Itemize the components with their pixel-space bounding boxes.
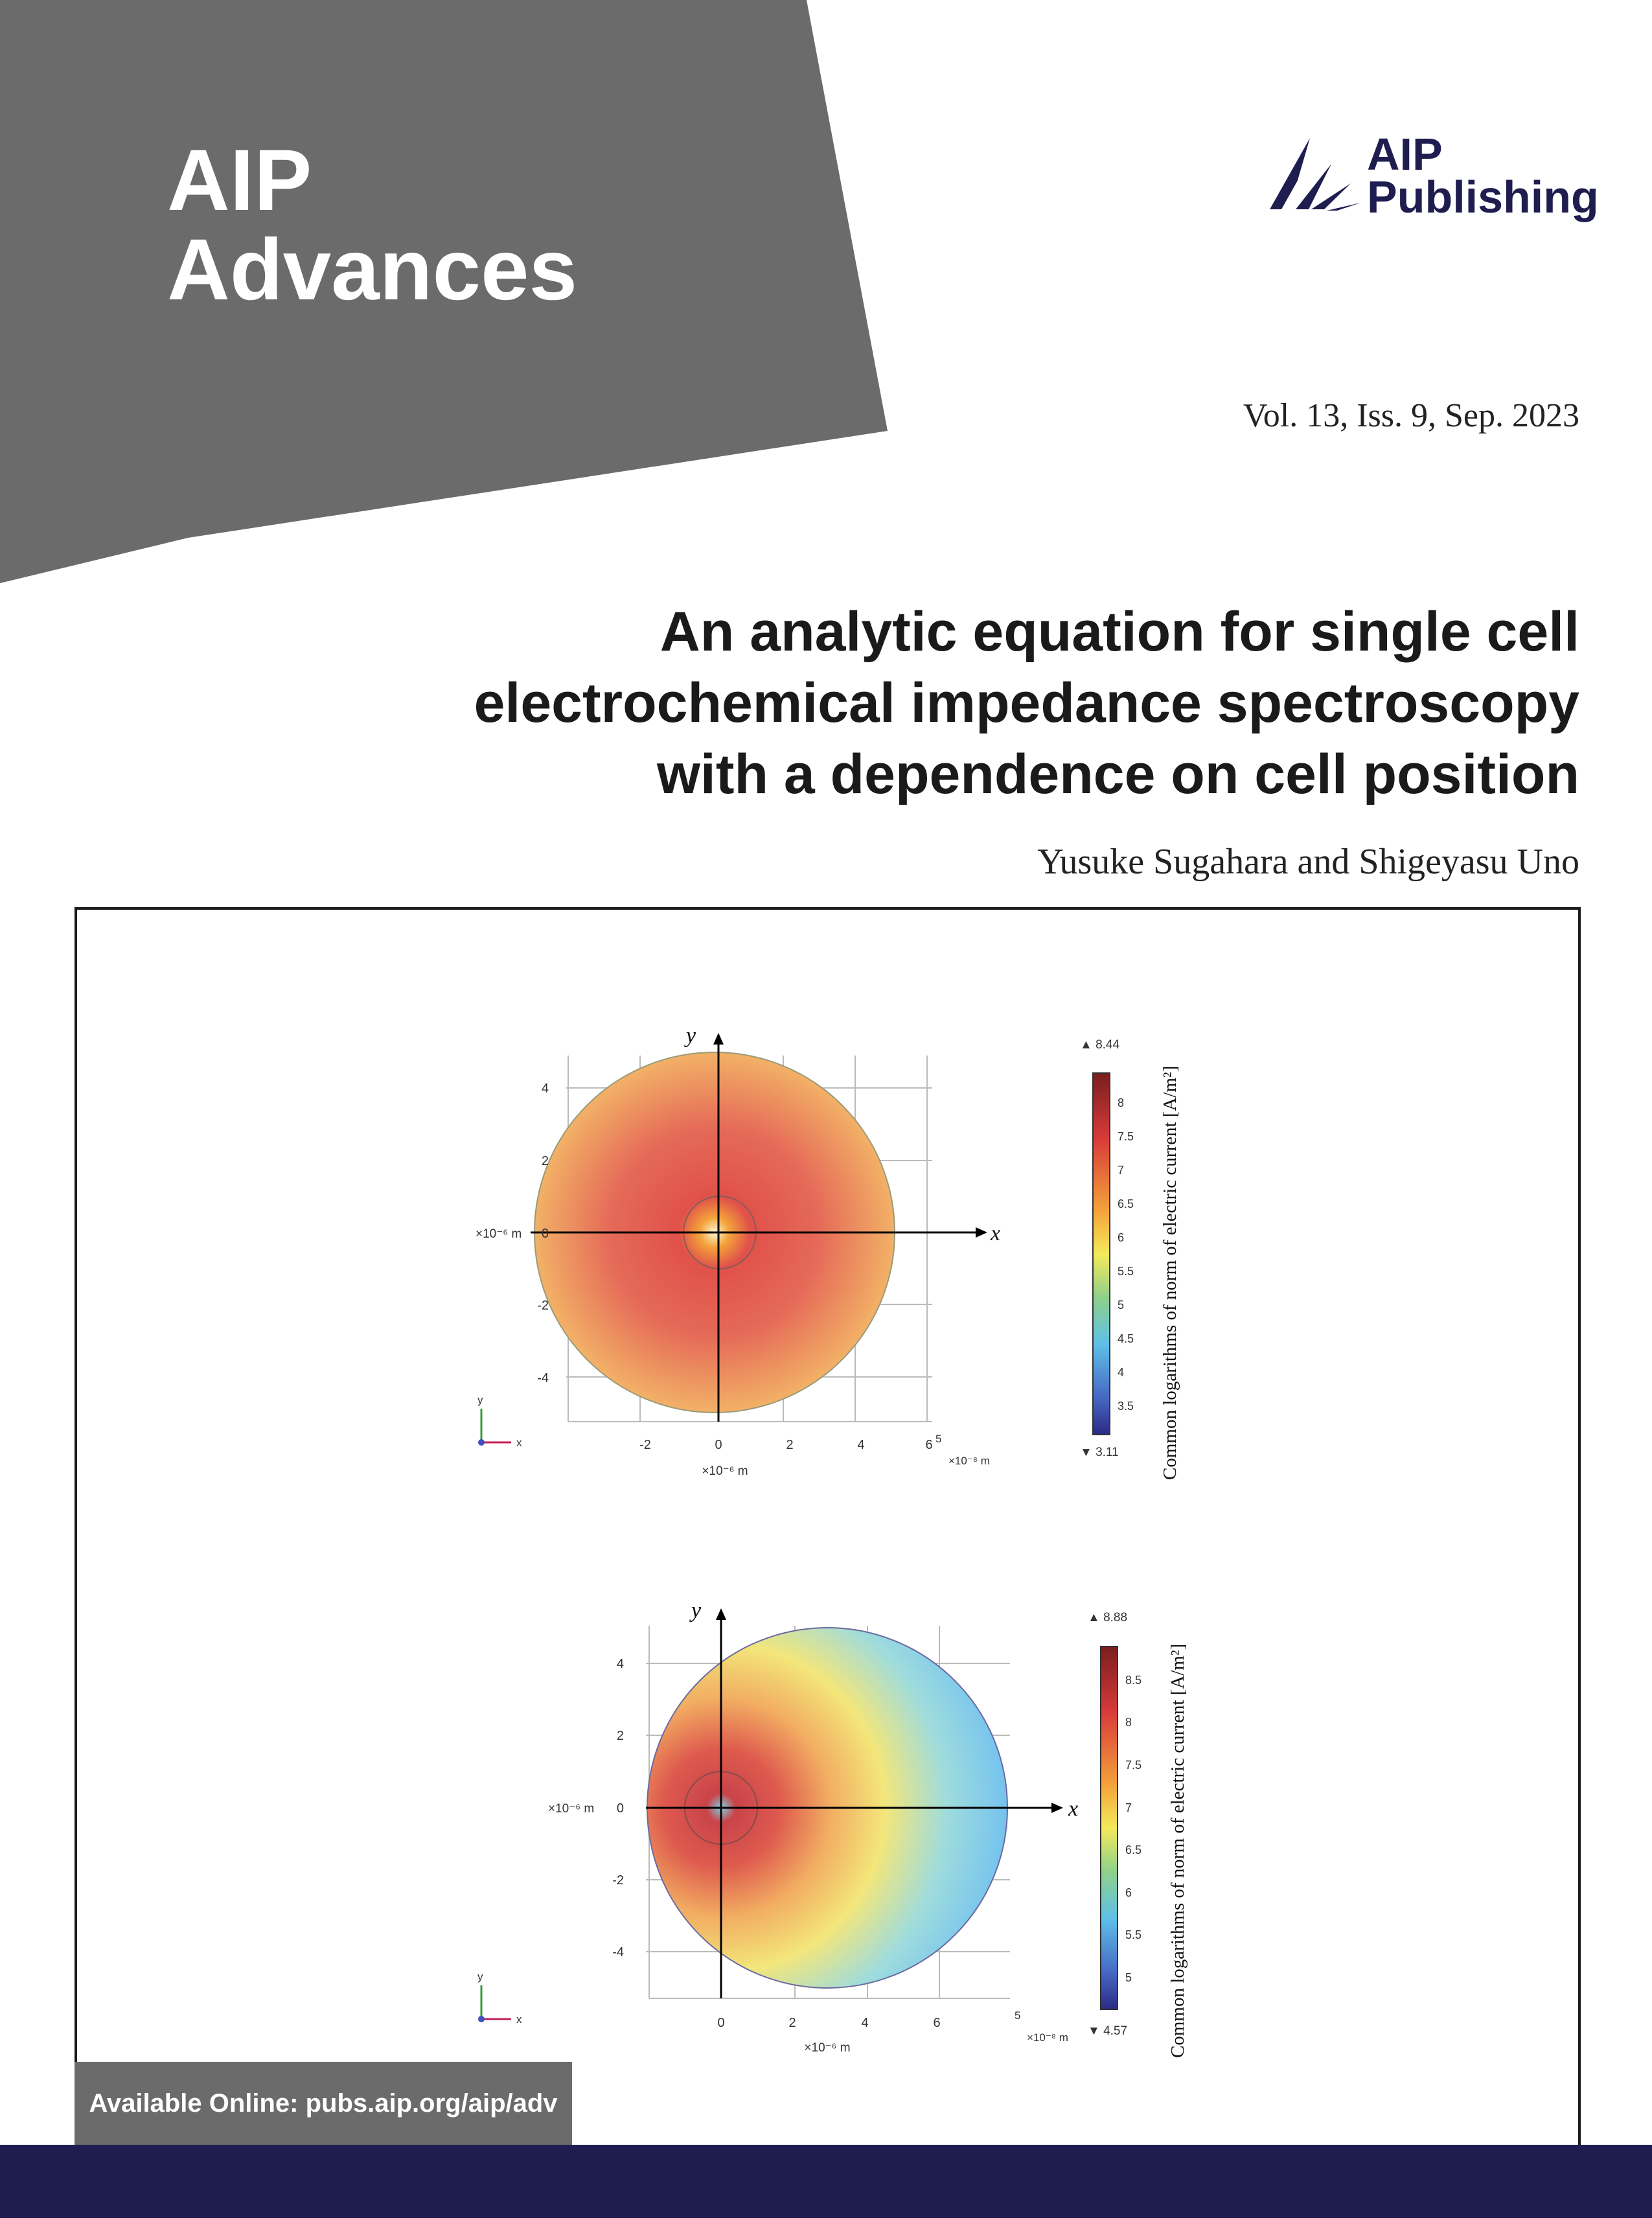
figure-1-y-tick: 0 [542, 1227, 549, 1241]
svg-text:x: x [516, 1437, 522, 1449]
figure-1-y-tick: -4 [537, 1371, 549, 1385]
svg-text:3.5: 3.5 [1118, 1400, 1134, 1413]
article-title-line3: with a dependence on cell position [657, 743, 1579, 805]
svg-text:6: 6 [1125, 1886, 1132, 1899]
figure-2-colorbar-ticks: 8.5 8 7.5 7 6.5 6 5.5 5 [1125, 1674, 1141, 1984]
figure-1-y-unit: ×10⁻⁶ m [476, 1227, 522, 1241]
svg-text:5.5: 5.5 [1125, 1928, 1141, 1941]
figure-2: y x 4 2 0 -2 -4 ×10⁻⁶ m 0 2 4 6 5 ×10⁻⁸ … [477, 1599, 1188, 2058]
figure-1-axes [531, 1043, 978, 1422]
authors: Yusuke Sugahara and Shigeyasu Uno [1037, 842, 1579, 882]
figure-2-colorbar-max: ▲ 8.88 [1088, 1611, 1127, 1624]
figure-1-y-axis-label: y [684, 1024, 696, 1048]
figure-2-colorbar-label: Common logarithms of norm of electric cu… [1167, 1644, 1188, 2058]
svg-text:8: 8 [1118, 1096, 1124, 1109]
svg-text:5: 5 [1118, 1299, 1124, 1311]
publisher-logo-mark-icon [1270, 138, 1360, 211]
figure-1-x-ticks: -2 0 2 4 6 [639, 1438, 932, 1452]
figure-1-y-ticks: 4 2 0 -2 -4 [537, 1081, 549, 1385]
figure-2-y-axis-label: y [689, 1599, 702, 1623]
svg-text:7.5: 7.5 [1125, 1759, 1141, 1772]
figure-2-axes [646, 1617, 1054, 1998]
figure-2-y-ticks: 4 2 0 -2 -4 [612, 1657, 624, 1959]
svg-text:7: 7 [1118, 1164, 1124, 1177]
figure-1-colorbar-label: Common logarithms of norm of electric cu… [1160, 1066, 1180, 1480]
figure-1-colorbar-ticks: 8 7.5 7 6.5 6 5.5 5 4.5 4 3.5 [1118, 1096, 1134, 1413]
figure-1-colorbar [1092, 1072, 1110, 1435]
publisher-logo: AIP Publishing [1270, 132, 1599, 224]
figure-2-x-axis-label: x [1068, 1797, 1078, 1821]
figure-2-x-arrow-icon [1051, 1803, 1063, 1813]
figure-2-corner-unit: ×10⁻⁸ m [1027, 2031, 1068, 2044]
journal-title: AIP Advances [167, 136, 577, 315]
figure-2-x-ticks: 0 2 4 6 [717, 2016, 940, 2030]
publisher-line2: Publishing [1367, 172, 1599, 222]
article-title-line1: An analytic equation for single cell [660, 601, 1579, 663]
figure-1-x-tick: 4 [857, 1438, 864, 1452]
figure-2-x-tick: 2 [788, 2016, 796, 2030]
figure-2-x-unit: ×10⁻⁶ m [804, 2041, 850, 2055]
figure-1-x-tick: 6 [925, 1438, 932, 1452]
publisher-line1: AIP [1367, 129, 1443, 179]
figure-2-x-tick: 4 [861, 2016, 868, 2030]
figure-2-x-tick: 6 [933, 2016, 940, 2030]
figure-1-colorbar-max: ▲ 8.44 [1080, 1038, 1119, 1052]
figure-canvas: y x 4 2 0 -2 -4 ×10⁻⁶ m -2 0 2 4 6 5 ×10… [476, 1024, 1188, 2058]
figure-1-x-unit: ×10⁻⁶ m [702, 1464, 748, 1478]
available-online-link[interactable]: Available Online: pubs.aip.org/aip/adv [75, 2062, 572, 2145]
svg-text:6: 6 [1118, 1231, 1124, 1244]
svg-text:6.5: 6.5 [1118, 1197, 1134, 1210]
svg-text:y: y [477, 1394, 483, 1406]
volume-issue: Vol. 13, Iss. 9, Sep. 2023 [1243, 397, 1579, 434]
figure-2-axis-triad-icon: y x [477, 1970, 522, 2026]
figure-1-x-tick: 0 [715, 1438, 722, 1452]
svg-text:7.5: 7.5 [1118, 1130, 1134, 1143]
svg-text:7: 7 [1125, 1801, 1132, 1814]
journal-title-line1: AIP [167, 132, 312, 229]
figure-2-y-tick: -4 [612, 1945, 624, 1959]
svg-text:4: 4 [1118, 1366, 1124, 1379]
article-title-line2: electrochemical impedance spectroscopy [474, 672, 1579, 734]
figure-1-axis-triad-icon: y x [477, 1394, 522, 1449]
svg-text:y: y [477, 1970, 483, 1983]
figure-1-y-arrow-icon [713, 1033, 724, 1045]
figure-1-y-tick: 4 [542, 1081, 549, 1096]
figure-1-x-arrow-icon [976, 1227, 987, 1238]
figure-2-y-tick: -2 [612, 1873, 624, 1888]
figure-panel: y x 4 2 0 -2 -4 ×10⁻⁶ m -2 0 2 4 6 5 ×10… [75, 907, 1581, 2147]
footer-bar [0, 2145, 1652, 2218]
figure-1-colorbar-min: ▼ 3.11 [1080, 1446, 1119, 1459]
figure-1: y x 4 2 0 -2 -4 ×10⁻⁶ m -2 0 2 4 6 5 ×10… [476, 1024, 1180, 1480]
figure-1-x-tick: -2 [639, 1438, 651, 1452]
svg-text:8: 8 [1125, 1716, 1132, 1729]
svg-text:4.5: 4.5 [1118, 1332, 1134, 1345]
figure-1-corner-unit: ×10⁻⁸ m [948, 1455, 990, 1467]
publisher-name: AIP Publishing [1367, 129, 1599, 222]
svg-text:5: 5 [1125, 1971, 1132, 1984]
figure-1-y-tick: -2 [537, 1299, 549, 1313]
figure-2-x-tick: 0 [717, 2016, 724, 2030]
figure-2-corner-exponent: 5 [1015, 2009, 1020, 2022]
figure-2-colorbar-min: ▼ 4.57 [1088, 2024, 1127, 2038]
figure-2-y-arrow-icon [716, 1608, 726, 1620]
figure-2-y-tick: 0 [617, 1801, 624, 1816]
figure-1-corner-exponent: 5 [935, 1433, 941, 1445]
svg-text:5.5: 5.5 [1118, 1265, 1134, 1278]
svg-text:x: x [516, 2013, 522, 2026]
figure-1-x-axis-label: x [990, 1221, 1000, 1245]
article-title: An analytic equation for single cell ele… [251, 596, 1579, 810]
figure-2-y-unit: ×10⁻⁶ m [548, 1802, 594, 1816]
figure-2-y-tick: 4 [617, 1657, 624, 1671]
figure-2-colorbar [1100, 1646, 1118, 2010]
figure-1-y-tick: 2 [542, 1154, 549, 1168]
svg-text:8.5: 8.5 [1125, 1674, 1141, 1687]
svg-text:6.5: 6.5 [1125, 1843, 1141, 1856]
journal-title-line2: Advances [167, 222, 578, 318]
figure-1-x-tick: 2 [786, 1438, 793, 1452]
figure-2-y-tick: 2 [617, 1729, 624, 1743]
